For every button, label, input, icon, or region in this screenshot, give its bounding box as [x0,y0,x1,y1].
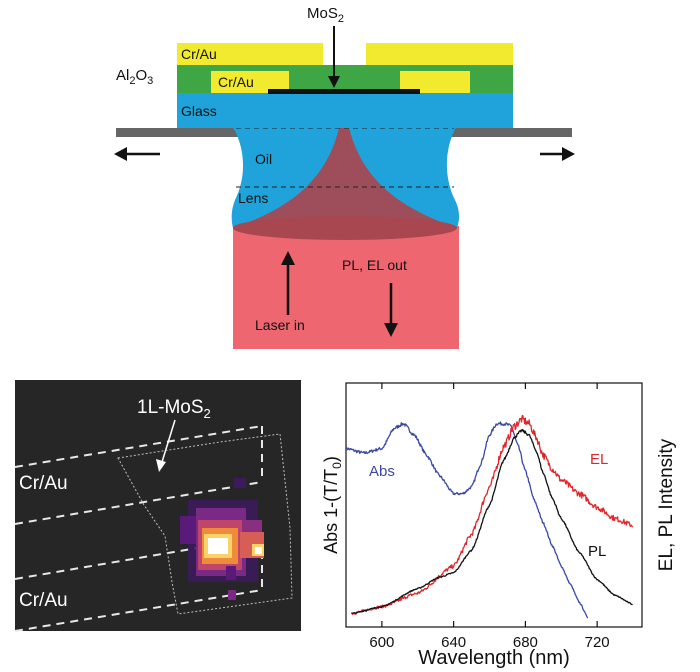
img-mos2-pointer [161,419,176,463]
right-arrow-icon [540,147,575,161]
plot-frame [345,382,643,628]
top-electrode-left [177,43,323,65]
pl-el-out-label: PL, EL out [342,257,407,273]
mos2-flake [268,89,420,94]
top-electrode-right [366,43,513,65]
series-line-pl [350,428,633,615]
electrode-edges [14,425,263,632]
laser-in-label: Laser in [255,317,305,333]
el-map-panel: 1L-MoS2 Cr/Au Cr/Au [14,380,301,632]
series-line-el [351,414,634,615]
beam-region [233,226,459,349]
lens-bottom-ellipse [233,216,457,240]
series-group [346,414,634,619]
series-line-abs [346,421,589,619]
cr-au-top-label: Cr/Au [181,46,217,62]
series-label-abs: Abs [369,463,395,480]
x-tick-label: 680 [513,634,538,651]
series-label-pl: PL [588,543,606,560]
x-tick-label: 600 [369,634,394,651]
cr-au-upper-label: Cr/Au [19,473,68,494]
mos2-label: MoS2 [307,5,344,25]
x-tick-label: 720 [585,634,610,651]
glass-label: Glass [181,103,217,119]
glass-substrate [177,93,513,128]
stage-left [116,128,260,137]
el-hotspot [180,478,264,600]
focus-cone [233,127,457,228]
inner-electrode-left [211,71,289,93]
spectra-chart: 600 640 680 720 Abs EL PL Wavelength (nm) A… [321,382,677,669]
y-axis-right-label: EL, PL Intensity [656,438,677,571]
stage-right [430,128,572,137]
x-axis-label: Wavelength (nm) [418,647,570,669]
img-mos2-arrow-icon [156,459,166,472]
laser-in-arrow-icon [281,251,295,315]
oil-label: Oil [255,151,272,167]
flake-outline [117,433,293,615]
pl-el-out-arrow-icon [384,283,398,337]
x-ticks: 600 640 680 720 [369,383,610,651]
lens-label: Lens [238,190,268,206]
img-mos2-label: 1L-MoS2 [137,397,211,421]
series-label-el: EL [590,451,608,468]
y-axis-left-label: Abs 1-(T/T0) [321,456,344,554]
mos2-arrow-icon [328,76,340,88]
cr-au-lower-label: Cr/Au [19,590,68,611]
al2o3-label: Al2O3 [116,67,153,87]
cr-au-inner-label: Cr/Au [218,74,254,90]
x-tick-label: 640 [441,634,466,651]
device-schematic: MoS2 Al2O3 Cr/Au Cr/Au Glass Oil Lens La… [114,5,575,349]
left-arrow-icon [114,147,160,161]
inner-electrode-right [400,71,470,93]
